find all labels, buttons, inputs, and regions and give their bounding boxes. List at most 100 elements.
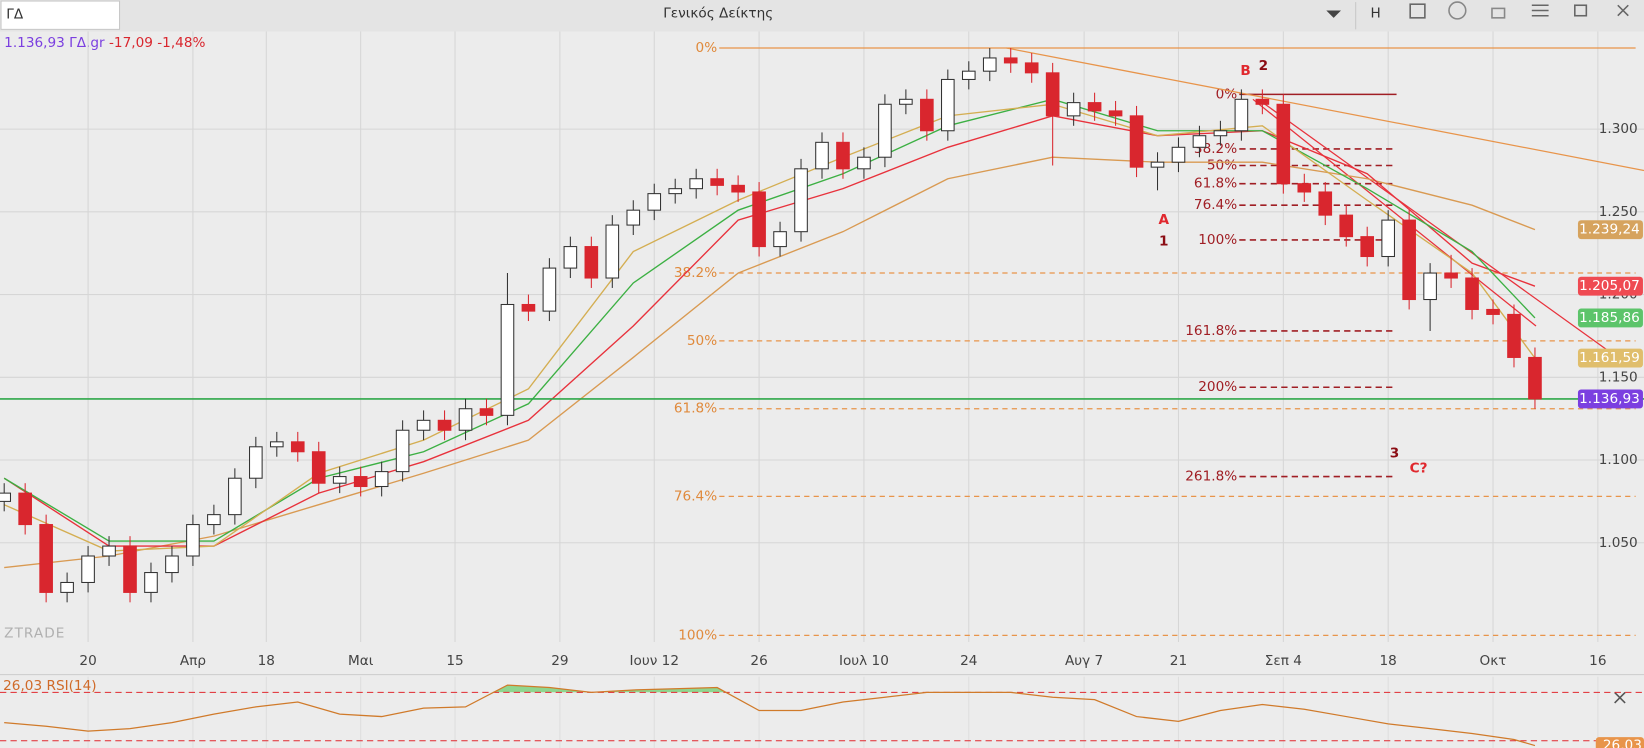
- trend-line: [1252, 98, 1537, 327]
- candle-body: [563, 246, 578, 269]
- candle-body: [1024, 62, 1039, 74]
- x-tick-label: 18: [1380, 653, 1397, 669]
- candle-body: [961, 70, 976, 80]
- wave-label: 1: [1159, 234, 1168, 250]
- symbol-input[interactable]: [0, 0, 121, 30]
- candle-body: [144, 572, 158, 593]
- candle-body: [290, 441, 305, 453]
- fib-label: 161.8%: [1185, 323, 1237, 339]
- close-panel[interactable]: [1614, 691, 1626, 704]
- x-tick-label: Αυγ 7: [1065, 653, 1103, 669]
- chat-icon[interactable]: [1448, 1, 1467, 20]
- candle-body: [689, 178, 703, 190]
- moving-average: [3, 115, 1536, 547]
- candle-body: [0, 492, 12, 502]
- candle-body: [102, 545, 116, 557]
- price-tag: [1577, 220, 1643, 240]
- y-tick-label: 1.250: [1599, 204, 1638, 220]
- candle-body: [836, 141, 850, 170]
- candle-body: [542, 267, 557, 312]
- price-tag-label: 1.161,59: [1579, 350, 1640, 366]
- candle-body: [165, 555, 179, 574]
- candle-body: [1129, 115, 1144, 168]
- fib-label: 50%: [687, 333, 717, 349]
- candle-body: [1444, 272, 1458, 279]
- price-tag: [1577, 389, 1643, 409]
- price-tag-label: 1.239,24: [1579, 222, 1640, 238]
- toolbar: [0, 0, 1644, 32]
- quote-price: 1.136,93 ΓΔ.gr: [4, 35, 105, 51]
- fib-label: 76.4%: [674, 488, 717, 504]
- candle-body: [1066, 102, 1081, 117]
- candle-body: [1045, 72, 1060, 117]
- rsi-legend: 26,03 RSI(14): [3, 678, 96, 694]
- candle-body: [521, 303, 536, 312]
- candle-body: [1360, 236, 1375, 258]
- x-tick-label: 18: [258, 653, 275, 669]
- close-icon[interactable]: [1617, 4, 1629, 17]
- candle-body: [123, 545, 137, 593]
- fib-label: 38.2%: [674, 265, 717, 281]
- y-tick-label: 1.150: [1599, 369, 1638, 385]
- x-tick-label: 21: [1170, 653, 1187, 669]
- candle-body: [1339, 214, 1354, 238]
- candle-body: [1507, 313, 1521, 358]
- chart-title: Γενικός Δείκτης: [663, 6, 773, 22]
- y-tick-label: 1.100: [1599, 452, 1638, 468]
- plot: 20 Απρ 18 Μαι 15 29 Ιουν 12 26 Ιουλ 10 24 Αυγ 7 21 Σ…: [0, 31, 1644, 748]
- candle-body: [1087, 102, 1102, 112]
- candle-body: [437, 419, 452, 431]
- fib-label: 100%: [678, 627, 717, 643]
- rsi-name: RSI(14): [46, 678, 96, 694]
- quote-change: -17,09 -1,48%: [109, 35, 205, 51]
- fib-label: 50%: [1207, 157, 1237, 173]
- candle-body: [710, 178, 724, 186]
- trend-line: [1006, 47, 1644, 172]
- layout-icon[interactable]: [1409, 3, 1426, 19]
- x-tick-label: 20: [79, 653, 96, 669]
- candle-body: [207, 514, 221, 526]
- period-button[interactable]: H: [1370, 6, 1380, 22]
- candle-body: [1003, 57, 1018, 64]
- x-tick-label: 29: [551, 653, 568, 669]
- candle-body: [1486, 308, 1500, 315]
- candle-body: [1423, 272, 1437, 301]
- fib-label: 76.4%: [1194, 197, 1237, 213]
- candle-body: [647, 193, 662, 211]
- candle-body: [1465, 277, 1479, 310]
- price-tag-label: 1.136,93: [1579, 391, 1640, 407]
- fib-label: 0%: [1216, 86, 1238, 102]
- watermark: ZTRADE: [4, 626, 65, 642]
- menu-icon[interactable]: [1531, 4, 1549, 17]
- candle-body: [1213, 130, 1228, 137]
- dropdown-arrow[interactable]: [1326, 10, 1341, 18]
- candle-body: [752, 191, 766, 248]
- restore-icon[interactable]: [1574, 4, 1588, 17]
- quote: 1.136,93 ΓΔ.gr -17,09 -1,48%: [4, 35, 205, 51]
- wave-label: 2: [1259, 58, 1268, 74]
- candle-body: [815, 141, 829, 170]
- candle-body: [1276, 103, 1291, 185]
- candle-body: [416, 419, 431, 431]
- candle-body: [228, 477, 242, 516]
- candle-body: [920, 98, 934, 132]
- candle-body: [1234, 98, 1249, 132]
- trend-line: [1257, 98, 1621, 360]
- candle-body: [668, 188, 683, 195]
- candle-body: [311, 451, 326, 484]
- price-tag: [1577, 348, 1643, 368]
- candle-body: [584, 246, 599, 279]
- x-tick-label: Σεπ 4: [1265, 653, 1302, 669]
- price-tag-label: 1.185,86: [1579, 310, 1640, 326]
- candle-body: [1192, 135, 1207, 148]
- lock-icon[interactable]: [1491, 7, 1506, 19]
- candle-body: [458, 408, 473, 431]
- rsi-tag-label: 26,03: [1603, 738, 1642, 748]
- candle-body: [353, 476, 368, 488]
- candle-body: [857, 156, 871, 170]
- candle-body: [1297, 183, 1312, 193]
- x-tick-label: Ιουν 12: [629, 653, 679, 669]
